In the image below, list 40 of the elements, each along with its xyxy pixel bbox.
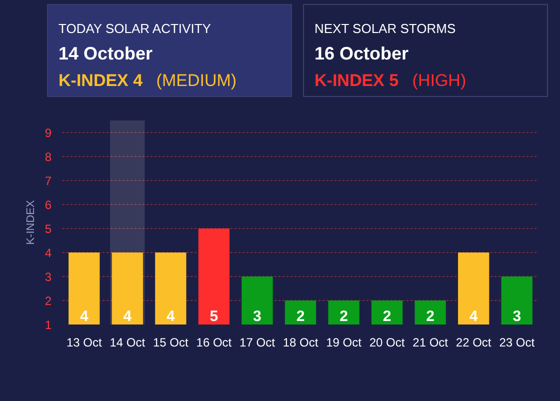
data-label: 2 — [426, 308, 434, 325]
x-tick-label: 17 Oct — [240, 336, 276, 350]
x-tick-label: 22 Oct — [456, 336, 492, 350]
y-tick-label: 9 — [44, 126, 52, 140]
data-label: 4 — [80, 308, 89, 325]
data-label: 2 — [340, 308, 348, 325]
x-tick-label: 14 Oct — [110, 336, 146, 350]
y-tick-label: 4 — [44, 246, 52, 260]
y-tick-label: 5 — [44, 222, 52, 236]
x-tick-label: 19 Oct — [326, 336, 362, 350]
text: (MEDIUM) — [156, 71, 237, 90]
y-tick-label: 2 — [44, 294, 52, 308]
x-tick-label: 21 Oct — [412, 336, 449, 350]
text: NEXT SOLAR STORMS — [314, 21, 456, 36]
data-label: 4 — [469, 308, 478, 325]
y-tick-label: 3 — [44, 270, 52, 284]
y-tick-label: 7 — [44, 174, 52, 188]
text: 16 October — [314, 44, 409, 64]
data-label: 4 — [123, 308, 132, 325]
data-label: 4 — [166, 308, 176, 325]
x-tick-label: 15 Oct — [153, 336, 190, 350]
y-tick-label: 6 — [44, 198, 52, 212]
data-label: 2 — [382, 308, 392, 325]
text: K-INDEX 5 — [314, 71, 399, 90]
x-tick-label: 23 Oct — [499, 336, 536, 350]
text: TODAY SOLAR ACTIVITY — [58, 21, 212, 36]
x-tick-label: 18 Oct — [282, 336, 319, 350]
text: (HIGH) — [412, 71, 466, 90]
data-label: 3 — [253, 308, 262, 325]
y-tick-label: 8 — [44, 150, 52, 164]
text: K-INDEX 4 — [58, 71, 144, 90]
data-label: 2 — [296, 308, 305, 325]
y-axis-title: K-INDEX — [24, 200, 37, 245]
data-label: 3 — [512, 308, 522, 325]
x-tick-label: 16 Oct — [196, 336, 232, 350]
x-tick-label: 20 Oct — [369, 336, 406, 350]
y-tick-label: 1 — [44, 318, 52, 332]
text: 14 October — [58, 44, 153, 64]
x-tick-label: 13 Oct — [66, 336, 102, 350]
data-label: 5 — [210, 308, 218, 325]
